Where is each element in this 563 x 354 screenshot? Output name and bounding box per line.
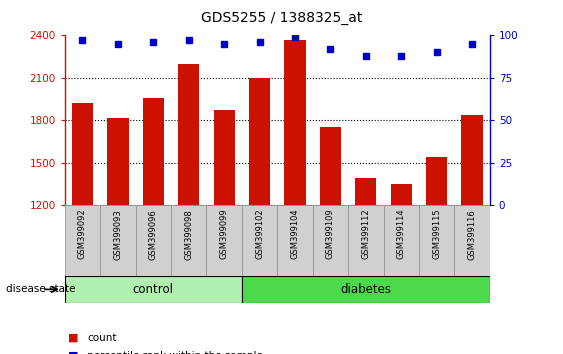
Text: percentile rank within the sample: percentile rank within the sample [87,351,263,354]
Bar [242,205,277,276]
Bar [100,205,136,276]
Text: GSM399099: GSM399099 [220,209,229,259]
Bar [355,178,377,205]
Text: GSM399112: GSM399112 [361,209,370,259]
Bar [419,205,454,276]
Text: GSM399116: GSM399116 [468,209,477,259]
Text: disease state: disease state [6,284,75,295]
Bar [171,205,207,276]
Text: GDS5255 / 1388325_at: GDS5255 / 1388325_at [201,11,362,25]
Bar [65,276,242,303]
Bar [213,110,235,205]
Text: ■: ■ [68,333,78,343]
Bar [278,205,312,276]
Text: diabetes: diabetes [340,283,391,296]
Text: GSM399096: GSM399096 [149,209,158,259]
Bar [348,205,383,276]
Bar [178,64,199,205]
Bar [426,157,447,205]
Text: GSM399114: GSM399114 [397,209,406,259]
Bar [136,205,171,276]
Bar [65,205,100,276]
Text: GSM399104: GSM399104 [291,209,300,259]
Bar [462,115,482,205]
Bar [72,103,93,205]
Bar [312,205,348,276]
Bar [284,40,306,205]
Bar [207,205,242,276]
Text: GSM399115: GSM399115 [432,209,441,259]
Bar [391,184,412,205]
Bar [383,205,419,276]
Text: count: count [87,333,117,343]
Text: GSM399102: GSM399102 [255,209,264,259]
Bar [242,276,490,303]
Text: ■: ■ [68,351,78,354]
Text: GSM399098: GSM399098 [184,209,193,259]
Bar [454,205,490,276]
Text: GSM399093: GSM399093 [113,209,122,259]
Text: control: control [133,283,174,296]
Bar [142,98,164,205]
Bar [320,127,341,205]
Bar [107,118,128,205]
Bar [249,78,270,205]
Text: GSM399109: GSM399109 [326,209,335,259]
Text: GSM399092: GSM399092 [78,209,87,259]
